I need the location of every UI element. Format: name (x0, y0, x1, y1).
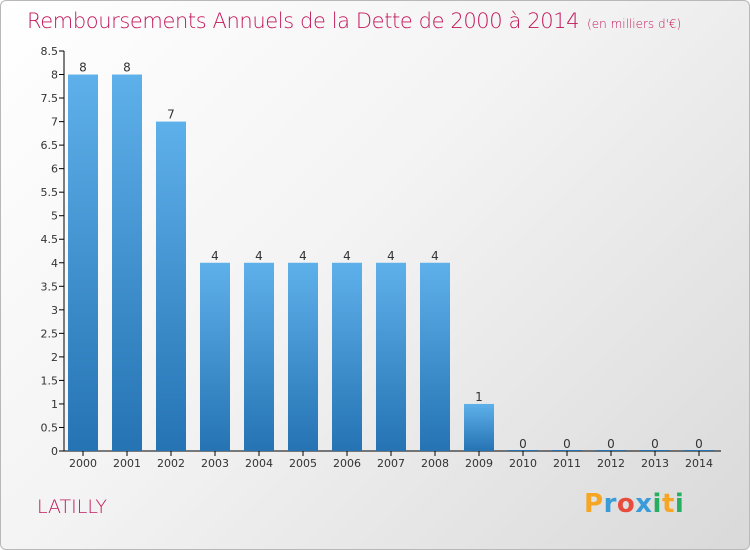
y-tick-label: 7.5 (41, 92, 59, 105)
x-tick-label: 2009 (465, 457, 493, 470)
x-tick-label: 2013 (641, 457, 669, 470)
proxiti-logo: Proxiti (584, 489, 684, 519)
bar-value-label: 0 (695, 437, 703, 451)
bar-value-label: 0 (607, 437, 615, 451)
commune-name: LATILLY (37, 496, 108, 518)
x-tick-label: 2014 (685, 457, 713, 470)
x-tick-label: 2010 (509, 457, 537, 470)
x-tick-label: 2006 (333, 457, 361, 470)
bar-value-label: 8 (79, 61, 87, 75)
bar (420, 262, 450, 451)
x-tick-label: 2002 (157, 457, 185, 470)
x-tick-label: 2011 (553, 457, 581, 470)
logo-letter: i (652, 489, 662, 519)
bar (200, 262, 230, 451)
bar-value-label: 1 (475, 390, 483, 404)
logo-letter: o (616, 489, 636, 519)
bar-value-label: 8 (123, 61, 131, 75)
bar (596, 450, 626, 451)
chart-title-text: Remboursements Annuels de la Dette de 20… (27, 9, 580, 33)
x-tick-label: 2003 (201, 457, 229, 470)
logo-letter: r (603, 489, 617, 519)
chart-title-unit: (en milliers d'€) (587, 17, 682, 31)
x-tick-label: 2001 (113, 457, 141, 470)
chart-title: Remboursements Annuels de la Dette de 20… (27, 9, 681, 33)
y-tick-label: 1 (51, 398, 58, 411)
bar (68, 74, 98, 451)
y-tick-label: 0.5 (41, 421, 59, 434)
bar (332, 262, 362, 451)
x-tick-label: 2012 (597, 457, 625, 470)
y-tick-label: 8.5 (41, 45, 59, 58)
y-tick-label: 3.5 (41, 280, 59, 293)
bar-value-label: 7 (167, 108, 175, 122)
bar (684, 450, 714, 451)
y-tick-label: 6.5 (41, 139, 59, 152)
logo-letter: P (584, 489, 604, 519)
x-tick-label: 2000 (69, 457, 97, 470)
x-tick-label: 2008 (421, 457, 449, 470)
bar-value-label: 4 (255, 249, 263, 263)
bar-value-label: 4 (299, 249, 307, 263)
bar (288, 262, 318, 451)
y-tick-label: 8 (51, 69, 58, 82)
y-tick-label: 7 (51, 116, 58, 129)
bar-value-label: 0 (651, 437, 659, 451)
bar (244, 262, 274, 451)
logo-letter: t (661, 489, 675, 519)
bar (156, 121, 186, 452)
bar (508, 450, 538, 451)
bar (640, 450, 670, 451)
bar-value-label: 4 (431, 249, 439, 263)
logo-letter: i (674, 489, 685, 519)
x-tick-label: 2004 (245, 457, 273, 470)
x-tick-label: 2007 (377, 457, 405, 470)
y-tick-label: 1.5 (41, 374, 59, 387)
bar-value-label: 4 (211, 249, 219, 263)
y-tick-label: 3 (51, 304, 58, 317)
y-tick-label: 6 (51, 163, 58, 176)
bar (464, 403, 494, 451)
y-tick-label: 4 (51, 257, 58, 270)
y-tick-label: 2 (51, 351, 58, 364)
bar-value-label: 4 (387, 249, 395, 263)
bar-value-label: 4 (343, 249, 351, 263)
bar-value-label: 0 (519, 437, 527, 451)
bar-value-label: 0 (563, 437, 571, 451)
x-tick-label: 2005 (289, 457, 317, 470)
y-tick-label: 2.5 (41, 327, 59, 340)
y-tick-label: 0 (51, 445, 58, 458)
chart-bars (68, 74, 714, 452)
y-tick-label: 4.5 (41, 233, 59, 246)
y-tick-label: 5.5 (41, 186, 59, 199)
logo-letter: x (635, 489, 653, 519)
bar (376, 262, 406, 451)
chart-labels: 0 0.5 1 1.5 2 2.5 3 3.5 4 4.5 5 5.5 6 6.5 7 7.5 8 8.5 2000… (41, 45, 714, 470)
bar (552, 450, 582, 451)
bar (112, 74, 142, 451)
y-tick-label: 5 (51, 210, 58, 223)
